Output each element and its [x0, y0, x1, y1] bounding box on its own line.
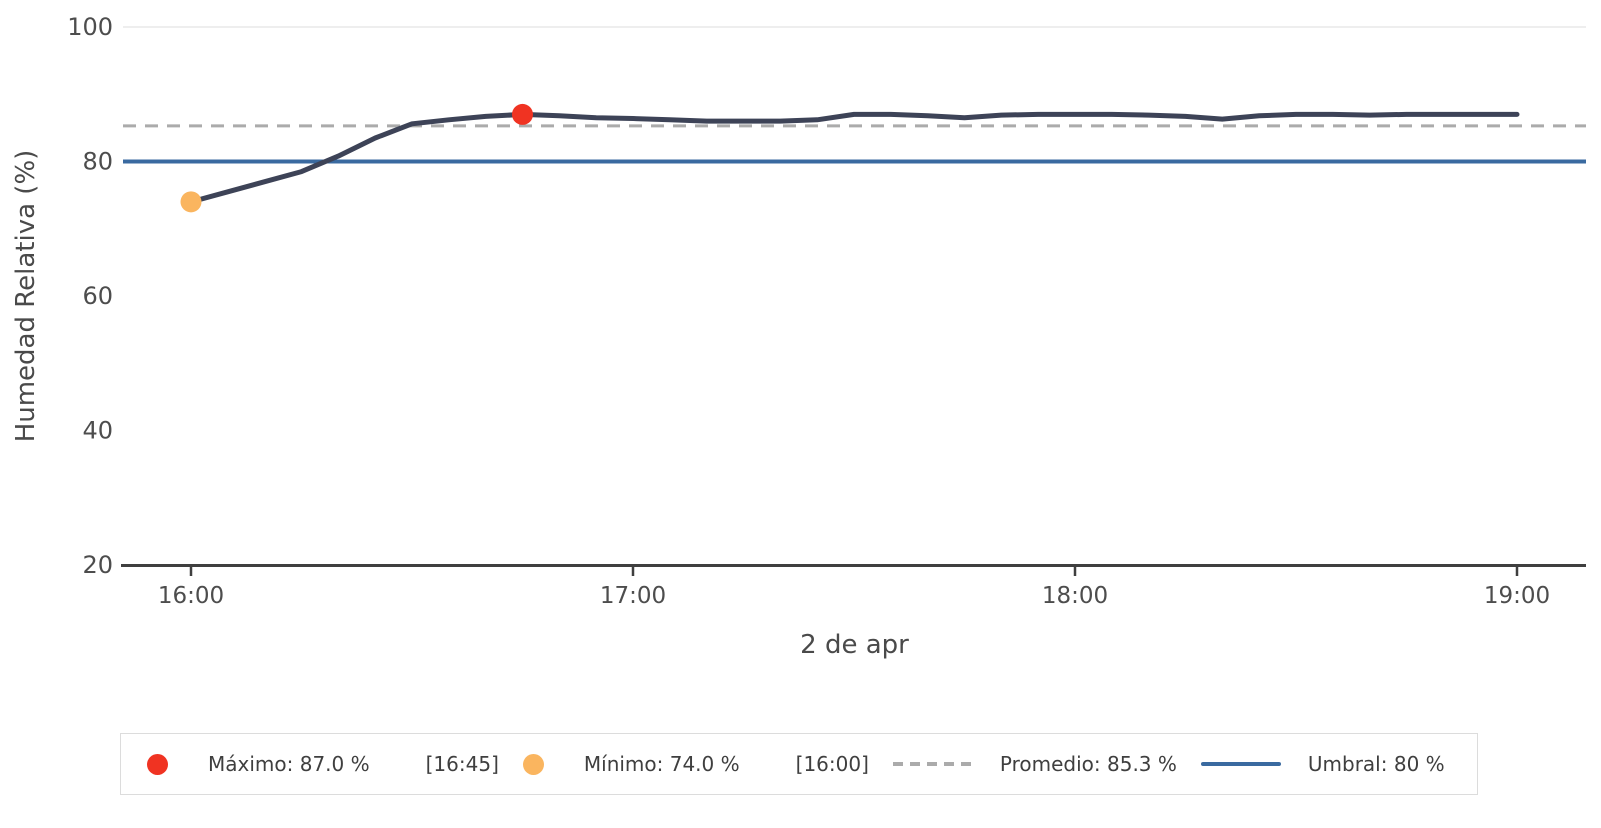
x-axis-title: 2 de apr: [800, 630, 909, 660]
legend-item-promedio[interactable]: Promedio: 85.3 %: [892, 752, 1177, 776]
legend-label-promedio: Promedio: 85.3 %: [999, 752, 1177, 776]
y-tick-label: 40: [82, 417, 113, 445]
y-tick-label: 60: [82, 282, 113, 310]
x-tick-label: 16:00: [158, 583, 224, 609]
humidity-series-line: [188, 111, 1520, 205]
dashed-line-icon: [892, 762, 973, 766]
chart-legend: Máximo: 87.0 % [16:45] Mínimo: 74.0 % [1…: [120, 733, 1478, 795]
legend-time-minimo: [16:00]: [795, 752, 869, 776]
min-marker-icon: [522, 753, 544, 775]
y-tick-label: 100: [67, 13, 113, 41]
legend-label-maximo: Máximo: 87.0 %: [208, 752, 370, 776]
legend-label-minimo: Mínimo: 74.0 %: [583, 752, 740, 776]
y-tick-label: 20: [82, 551, 113, 579]
x-tick-label: 17:00: [600, 583, 666, 609]
x-tick-label: 19:00: [1484, 583, 1550, 609]
max-point-marker: [512, 103, 533, 125]
max-marker-icon: [147, 753, 168, 775]
threshold-line-icon: [1200, 762, 1281, 766]
min-point-marker: [180, 191, 202, 213]
legend-label-umbral: Umbral: 80 %: [1307, 752, 1445, 776]
legend-time-maximo: [16:45]: [425, 752, 499, 776]
y-axis-title: Humedad Relativa (%): [11, 150, 41, 443]
legend-item-minimo[interactable]: Mínimo: 74.0 % [16:00]: [522, 752, 869, 776]
legend-item-umbral[interactable]: Umbral: 80 %: [1200, 752, 1445, 776]
y-tick-label: 80: [82, 148, 113, 176]
x-tick-label: 18:00: [1042, 583, 1108, 609]
legend-item-maximo[interactable]: Máximo: 87.0 % [16:45]: [147, 752, 499, 776]
humidity-line-chart: 16:00 17:00 18:00 19:00 100 80 60 40 20 Humedad R…: [11, 13, 1586, 660]
